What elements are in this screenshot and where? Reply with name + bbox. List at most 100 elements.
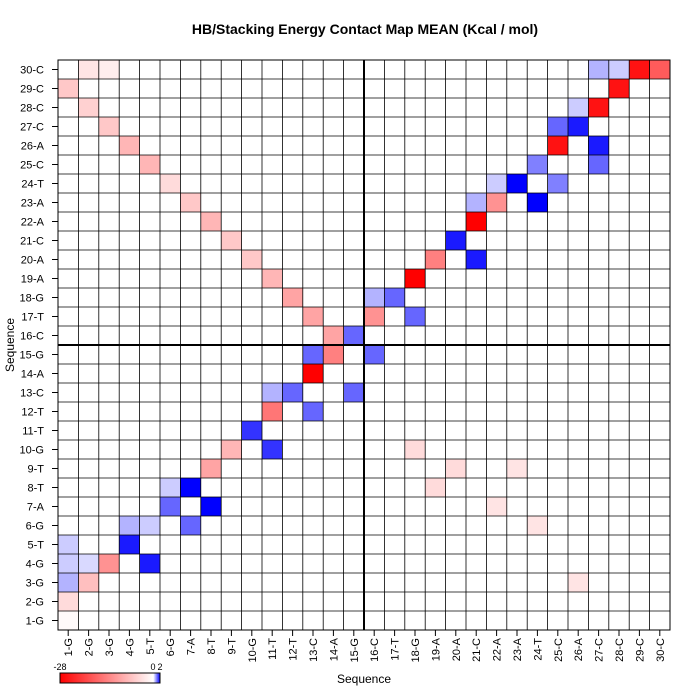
heatmap-cell-1-G-3-G <box>58 573 79 592</box>
x-tick-label: 26-A <box>573 637 585 661</box>
x-tick-label: 21-C <box>471 638 483 662</box>
y-tick-label: 22-A <box>21 217 45 229</box>
colorbar-min-label: -28 <box>53 662 66 672</box>
heatmap-cell-24-T-23-A <box>527 193 548 212</box>
heatmap-cell-19-A-20-A <box>425 250 446 269</box>
x-tick-label: 15-G <box>349 638 361 662</box>
heatmap-cell-4-G-26-A <box>119 136 140 155</box>
x-tick-label: 14-A <box>328 637 340 661</box>
heatmap-cell-5-T-25-C <box>139 155 160 174</box>
heatmap-cell-27-C-25-C <box>588 155 609 174</box>
heatmap-cell-25-C-27-C <box>547 117 568 136</box>
y-tick-label: 4-G <box>26 559 44 571</box>
heatmap-cell-6-G-7-A <box>160 497 181 516</box>
heatmap-cell-9-T-21-C <box>221 231 242 250</box>
y-tick-label: 23-A <box>21 198 45 210</box>
x-tick-label: 1-G <box>63 638 75 656</box>
x-tick-label: 7-A <box>186 637 198 655</box>
y-tick-label: 25-C <box>20 160 44 172</box>
y-axis-label: Sequence <box>3 318 17 372</box>
heatmap-cell-1-G-1-G <box>58 611 79 630</box>
x-tick-label: 30-C <box>655 638 667 662</box>
x-tick-label: 3-G <box>104 638 116 656</box>
y-tick-label: 2-G <box>26 597 44 609</box>
heatmap-cell-27-C-30-C <box>588 60 609 79</box>
y-tick-labels: 1-G 2-G 3-G 4-G 5-T 6-G 7-A 8-T 9-T 10-G 11-T 12-T 1… <box>20 65 58 628</box>
x-tick-label: 8-T <box>206 638 218 655</box>
heatmap-cell-13-C-14-A <box>302 364 324 383</box>
heatmap-cell-7-A-6-G <box>180 516 201 535</box>
y-tick-label: 30-C <box>20 65 44 77</box>
x-tick-label: 11-T <box>267 638 279 660</box>
heatmap-cell-9-T-10-G <box>221 440 242 459</box>
heatmap-cell-16-C-18-G <box>364 288 385 307</box>
heatmap-cell-20-A-21-C <box>445 231 466 250</box>
heatmap-cell-10-G-20-A <box>241 250 262 269</box>
heatmap-cell-11-T-12-T <box>262 402 283 421</box>
heatmap-cell-22-A-7-A <box>486 497 507 516</box>
heatmap-cell-23-A-9-T <box>506 459 528 478</box>
x-axis-label: Sequence <box>337 672 391 686</box>
heatmap-cell-16-C-15-G <box>364 345 385 364</box>
heatmap-cell-21-C-23-A <box>466 193 487 212</box>
heatmap-cell-25-C-24-T <box>547 174 568 193</box>
y-tick-label: 6-G <box>26 521 44 533</box>
heatmap-cell-12-T-18-G <box>282 288 303 307</box>
y-tick-label: 8-T <box>28 483 45 495</box>
heatmap-cell-5-T-4-G <box>139 554 160 573</box>
heatmap-cell-7-A-8-T <box>180 478 201 497</box>
y-tick-label: 7-A <box>27 502 45 514</box>
heatmap-cell-21-C-20-A <box>466 250 487 269</box>
heatmap-cell-4-G-6-G <box>119 516 140 535</box>
heatmap-cell-3-G-27-C <box>98 117 120 136</box>
x-tick-label: 5-T <box>145 638 157 655</box>
y-tick-label: 3-G <box>26 578 44 590</box>
x-tick-label: 29-C <box>634 638 646 662</box>
x-tick-label: 20-A <box>451 637 463 661</box>
y-tick-label: 12-T <box>21 407 44 419</box>
heatmap-cell-11-T-10-G <box>262 440 283 459</box>
heatmap-cell-3-G-30-C <box>98 60 120 79</box>
y-tick-label: 9-T <box>28 464 45 476</box>
heatmap-cell-6-G-8-T <box>160 478 181 497</box>
heatmap-cell-23-A-24-T <box>506 174 528 193</box>
heatmap-cell-27-C-28-C <box>588 98 609 117</box>
heatmap-cell-15-G-16-C <box>343 326 364 345</box>
heatmap-cell-25-C-26-A <box>547 136 568 155</box>
heatmap-cell-26-A-3-G <box>568 573 589 592</box>
heatmap-cell-18-G-10-G <box>404 440 426 459</box>
heatmap-cell-11-T-19-A <box>262 269 283 288</box>
y-tick-label: 24-T <box>21 179 44 191</box>
y-tick-label: 21-C <box>20 236 44 248</box>
heatmap-cell-1-G-5-T <box>58 535 79 554</box>
y-tick-label: 19-A <box>21 274 45 286</box>
heatmap-cell-26-A-28-C <box>568 98 589 117</box>
heatmap-cell-3-G-4-G <box>98 554 120 573</box>
x-tick-label: 27-C <box>594 638 606 662</box>
heatmap-cell-11-T-13-C <box>262 383 283 402</box>
y-tick-label: 13-C <box>20 388 44 400</box>
x-tick-label: 17-T <box>390 638 402 661</box>
y-tick-label: 5-T <box>28 540 45 552</box>
heatmap-cell-15-G-13-C <box>343 383 364 402</box>
heatmap-cell-8-T-9-T <box>200 459 222 478</box>
y-tick-label: 26-A <box>21 141 45 153</box>
heatmap-cell-8-T-22-A <box>200 212 222 231</box>
heatmap-cell-24-T-25-C <box>527 155 548 174</box>
heatmap-cell-18-G-17-T <box>404 307 426 326</box>
y-tick-label: 17-T <box>21 312 44 324</box>
y-tick-label: 10-G <box>20 445 44 457</box>
heatmap-cell-5-T-6-G <box>139 516 160 535</box>
heatmap-cell-30-C-30-C <box>649 60 670 79</box>
heatmap-cell-17-T-18-G <box>384 288 405 307</box>
x-tick-label: 2-G <box>84 638 96 656</box>
heatmap-cell-20-A-9-T <box>445 459 466 478</box>
heatmap-cell-13-C-12-T <box>302 402 324 421</box>
x-tick-label: 23-A <box>512 637 524 661</box>
y-tick-label: 28-C <box>20 103 44 115</box>
heatmap-cell-2-G-4-G <box>78 554 99 573</box>
x-tick-label: 28-C <box>614 638 626 662</box>
x-tick-label: 13-C <box>308 638 320 662</box>
heatmap-cell-6-G-24-T <box>160 174 181 193</box>
